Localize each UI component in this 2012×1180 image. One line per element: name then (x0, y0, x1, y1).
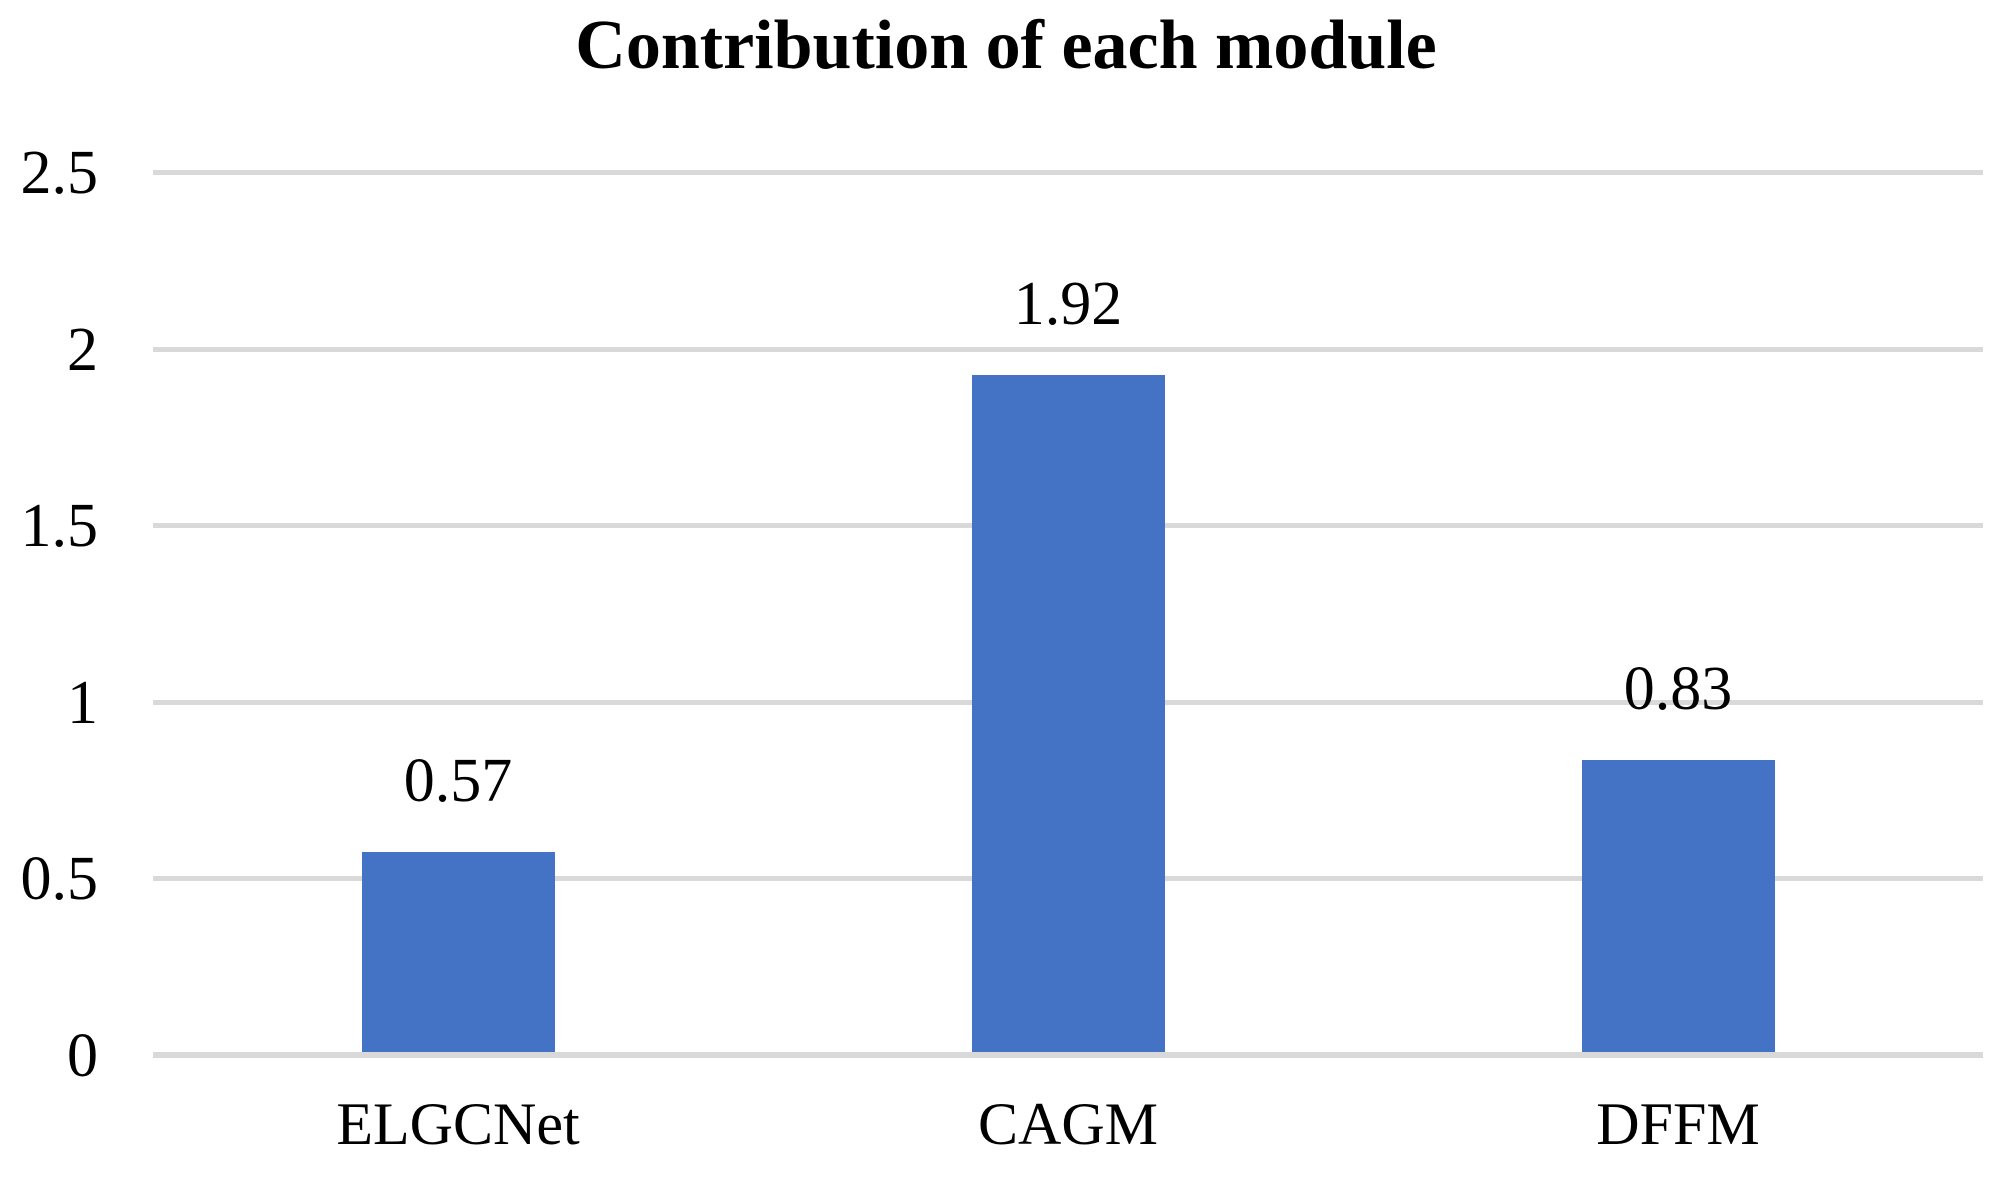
bar-value-label: 0.83 (1623, 654, 1733, 723)
y-axis-tick-label: 1 (67, 668, 98, 737)
bar (971, 374, 1165, 1057)
x-axis-category-label: CAGM (977, 1091, 1159, 1157)
x-axis-category-label: DFFM (1596, 1091, 1760, 1157)
y-axis-tick-label: 1.5 (20, 492, 99, 561)
y-axis-tick-label: 0 (67, 1022, 98, 1090)
y-axis-tick-label: 0.5 (20, 845, 99, 914)
x-axis-line (153, 1052, 1983, 1058)
x-axis-category-label: ELGCNet (336, 1091, 580, 1157)
bar-value-label: 0.57 (403, 746, 513, 815)
y-axis-tick-label: 2.5 (20, 139, 99, 207)
y-axis-tick-label: 2 (67, 315, 98, 384)
bar (361, 851, 555, 1057)
bar-value-label: 1.92 (1013, 269, 1123, 338)
bar (1581, 759, 1775, 1057)
chart-title: Contribution of each module (575, 7, 1437, 84)
gridline (153, 346, 1983, 352)
gridline (153, 170, 1983, 175)
